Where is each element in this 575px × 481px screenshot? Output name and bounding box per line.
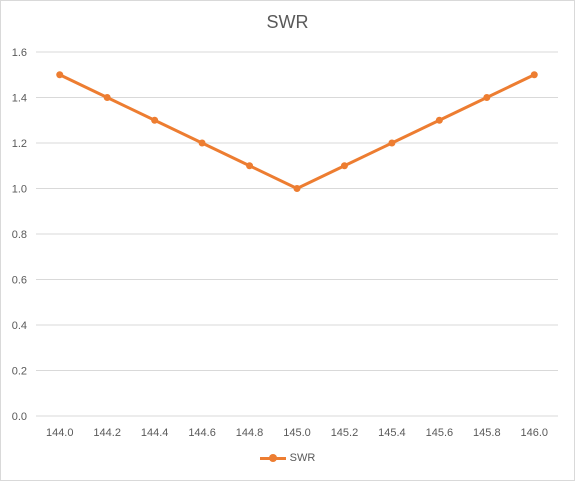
data-point [103,94,111,101]
x-tick-label: 146.0 [521,427,549,439]
data-point [388,139,396,147]
y-tick-label: 1.0 [12,184,27,196]
x-tick-label: 144.4 [141,427,169,439]
x-tick-label: 145.2 [331,427,359,439]
legend-label: SWR [289,452,316,464]
x-tick-label: 145.6 [426,427,454,439]
x-tick-label: 144.8 [236,427,264,439]
data-point [530,71,538,79]
data-point [340,162,348,170]
y-tick-label: 0.8 [12,229,27,241]
data-point [198,139,206,147]
data-point [151,116,159,124]
y-tick-label: 0.2 [12,366,27,378]
x-tick-label: 144.6 [188,427,216,439]
series-line [59,73,535,190]
y-tick-label: 0.0 [12,411,27,423]
data-point [246,162,254,170]
y-tick-label: 1.6 [12,47,27,59]
y-tick-label: 0.6 [12,275,27,287]
x-tick-label: 145.4 [378,427,406,439]
data-point [56,71,64,79]
x-tick-label: 145.8 [473,427,501,439]
y-tick-label: 0.4 [12,320,27,332]
legend-swatch [259,453,286,463]
x-tick-label: 145.0 [283,427,311,439]
x-tick-label: 144.0 [46,427,74,439]
data-point [483,94,491,101]
data-point [435,116,443,124]
y-tick-label: 1.4 [12,93,27,105]
data-point [293,185,301,192]
chart-title: SWR [266,12,309,32]
legend: SWR [0,452,575,464]
y-tick-label: 1.2 [12,138,27,150]
x-tick-label: 144.2 [93,427,121,439]
